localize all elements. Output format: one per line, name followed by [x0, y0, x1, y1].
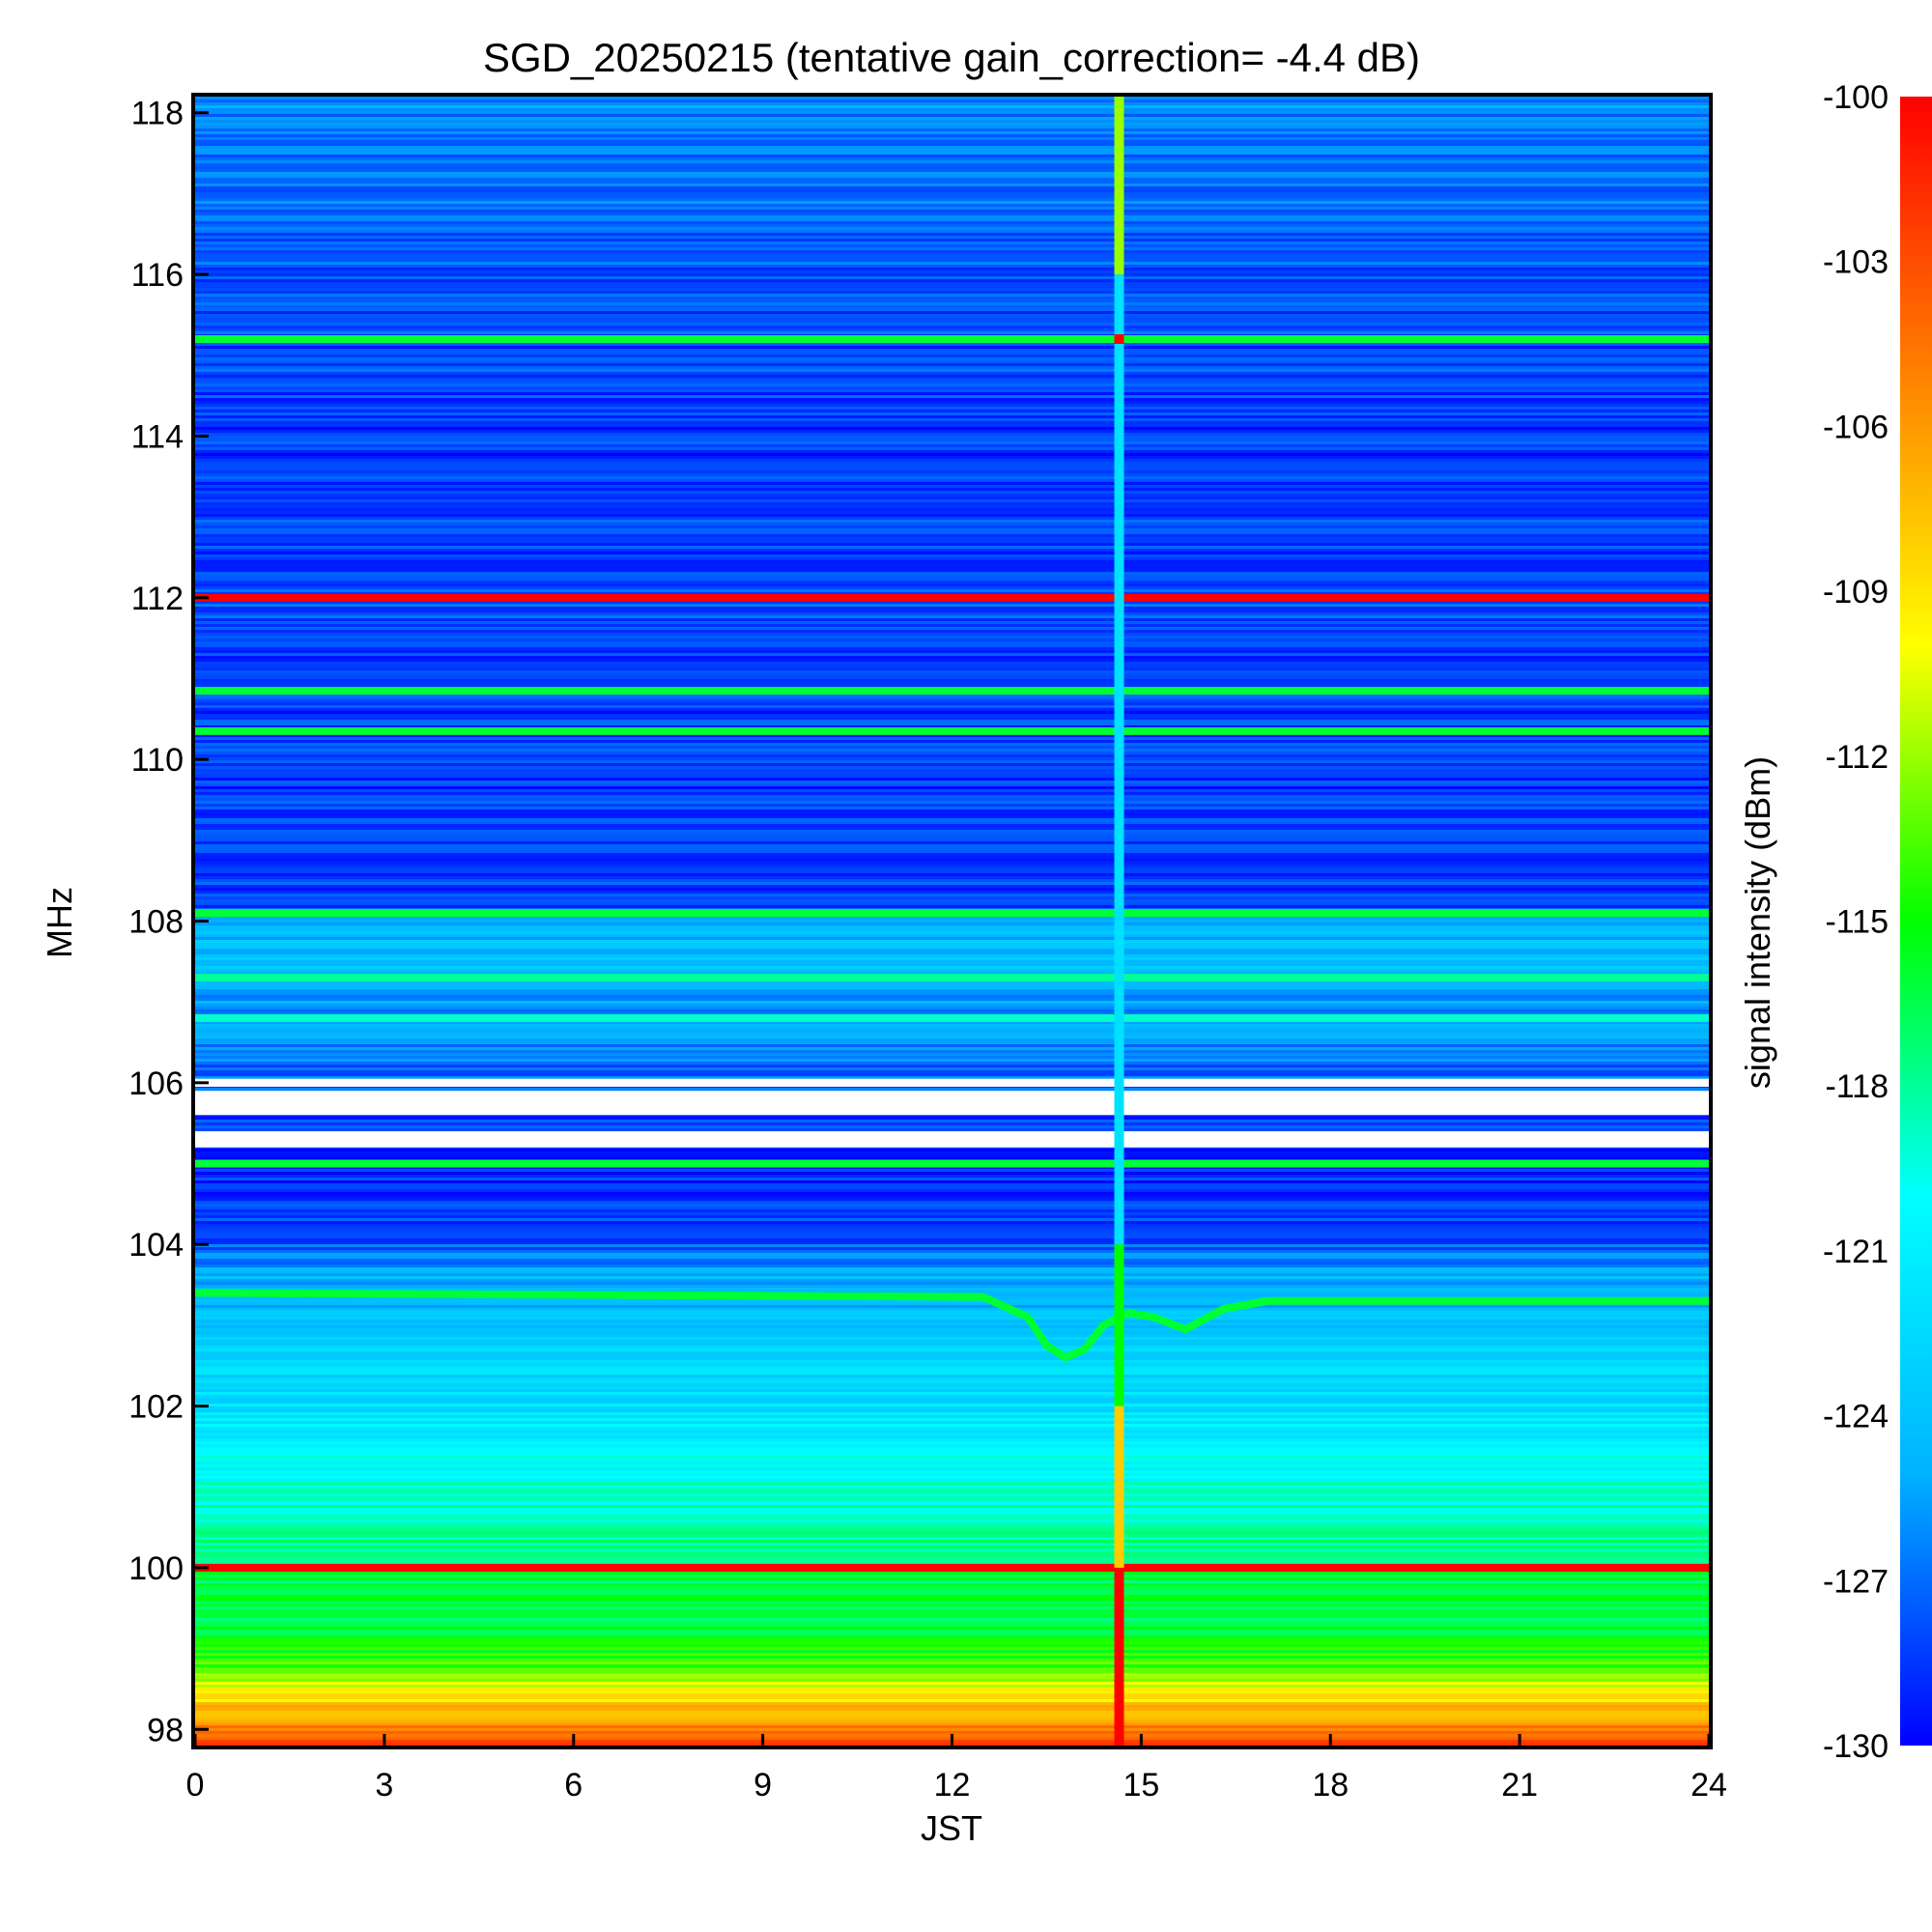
colorbar-tick-label: -127 [1823, 1563, 1889, 1600]
carrier-line [195, 687, 1709, 696]
colorbar-ticks: -100 -103 -106 -109 -112 -115 -118 -121 -124 -127… [1823, 79, 1889, 1765]
carrier-line [195, 909, 1709, 918]
vertical-event-segment [1114, 274, 1124, 1245]
x-tick-label: 6 [564, 1767, 582, 1804]
y-tick-label: 100 [128, 1550, 184, 1587]
y-tick-label: 98 [147, 1712, 184, 1748]
x-tick-label: 0 [186, 1767, 205, 1804]
carrier-line [195, 726, 1709, 735]
x-axis-label: JST [921, 1808, 982, 1848]
drifting-carrier [195, 1289, 1709, 1362]
spectrogram-heatmap [195, 97, 1709, 1746]
y-tick-label: 114 [131, 418, 184, 455]
carrier-line [195, 335, 1709, 344]
x-tick-label: 3 [375, 1767, 393, 1804]
vertical-event-segment [1114, 1244, 1124, 1406]
colorbar-tick-label: -130 [1823, 1728, 1889, 1765]
x-tick-label: 21 [1501, 1767, 1538, 1804]
y-tick-label: 112 [131, 581, 184, 617]
x-tick-label: 9 [753, 1767, 772, 1804]
colorbar-tick-label: -106 [1823, 409, 1889, 445]
vertical-event-spot [1114, 334, 1124, 345]
chart-title: SGD_20250215 (tentative gain_correction=… [483, 35, 1420, 80]
colorbar-tick-label: -112 [1825, 739, 1889, 776]
y-axis-ticks: 98 100 102 104 106 108 110 112 114 116 118 [128, 96, 209, 1748]
y-tick-label: 106 [128, 1065, 184, 1102]
colorbar-tick-label: -124 [1823, 1399, 1889, 1435]
x-tick-label: 24 [1690, 1767, 1727, 1804]
colorbar-tick-label: -109 [1823, 574, 1889, 611]
colorbar [1900, 97, 1932, 1746]
plot-frame [191, 93, 1713, 1749]
x-tick-label: 15 [1122, 1767, 1159, 1804]
colorbar-tick-label: -103 [1823, 244, 1889, 281]
x-axis-ticks: 0 3 6 9 12 15 18 21 24 [186, 1734, 1727, 1804]
colorbar-tick-label: -115 [1825, 904, 1889, 941]
vertical-event-segment [1114, 1567, 1124, 1746]
y-tick-label: 108 [128, 904, 184, 941]
y-tick-label: 118 [131, 96, 184, 132]
vertical-event-segment [1114, 1406, 1124, 1568]
vertical-event-segment [1114, 97, 1124, 275]
colorbar-tick-label: -118 [1825, 1068, 1889, 1105]
y-tick-label: 104 [128, 1227, 184, 1264]
colorbar-tick-label: -100 [1823, 79, 1889, 116]
y-axis-label: MHz [40, 887, 79, 958]
x-tick-label: 18 [1312, 1767, 1349, 1804]
carrier-line [195, 974, 1709, 982]
spectrogram-carriers [195, 97, 1709, 1746]
colorbar-label: signal intensity (dBm) [1738, 756, 1777, 1089]
carrier-line [195, 1159, 1709, 1168]
carrier-line [195, 593, 1709, 602]
y-tick-label: 102 [128, 1389, 184, 1426]
x-tick-label: 12 [934, 1767, 971, 1804]
carrier-line [195, 1563, 1709, 1572]
colorbar-tick-label: -121 [1823, 1234, 1889, 1270]
y-tick-label: 116 [131, 257, 184, 294]
carrier-line [195, 1013, 1709, 1022]
y-tick-label: 110 [131, 742, 184, 779]
